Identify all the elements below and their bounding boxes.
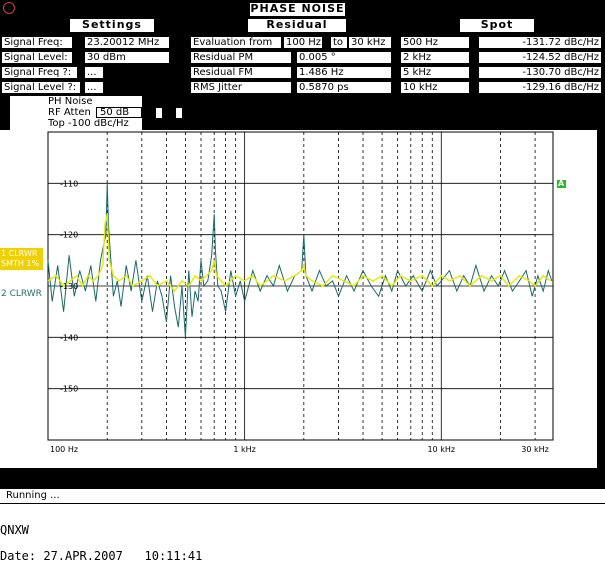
x-tick-label: 30 kHz <box>521 445 549 454</box>
settings-title: Settings <box>70 19 154 32</box>
eval-from[interactable]: 100 Hz <box>283 36 323 49</box>
x-tick-label: 100 Hz <box>50 445 78 454</box>
setting-value-signal-freq[interactable]: 23.20012 MHz <box>84 36 170 49</box>
spot-value-500hz: -131.72 dBc/Hz <box>478 36 602 49</box>
trace1-label-line2[interactable]: SMTH 1% <box>1 259 40 268</box>
spot-value-5khz: -130.70 dBc/Hz <box>478 66 602 79</box>
residual-pm-value: 0.005 ° <box>296 51 392 64</box>
spot-title: Spot Noise <box>460 19 534 43</box>
y-tick-label: -110 <box>60 179 78 188</box>
setting-label-signal-level-q: Signal Level ?: <box>1 81 81 94</box>
softkey-stub-1 <box>112 97 132 105</box>
footer-date: Date: 27.APR.2007 10:11:41 <box>0 549 203 563</box>
sub-info-rf-atten-value[interactable]: 50 dB <box>100 107 130 118</box>
phase-noise-chart: -110 -120 -130 -140 -150 100 Hz 1 kHz 10 kHz 30 … <box>47 131 554 454</box>
status-text: Running ... <box>6 490 60 501</box>
status-line-frame <box>0 488 605 504</box>
footer-code: QNXW <box>0 523 29 537</box>
sub-info-rf-atten-label: RF Atten <box>48 107 91 118</box>
y-tick-label: -120 <box>60 231 78 240</box>
softkey-stub-4 <box>136 97 142 105</box>
residual-pm-label: Residual PM <box>190 51 292 64</box>
marker-a-label: A <box>558 179 565 188</box>
x-tick-label: 1 kHz <box>233 445 255 454</box>
rms-jitter-label: RMS Jitter <box>190 81 292 94</box>
page-title: PHASE NOISE <box>250 2 345 16</box>
x-tick-label: 10 kHz <box>427 445 455 454</box>
trace1-label-line1[interactable]: 1 CLRWR <box>1 249 38 258</box>
trace1-label-bg <box>0 248 43 270</box>
spot-value-10khz: -129.16 dBc/Hz <box>478 81 602 94</box>
setting-value-signal-freq-q[interactable]: ... <box>84 66 104 79</box>
sub-info-line1: PH Noise <box>48 96 93 107</box>
y-tick-label: -130 <box>60 282 78 291</box>
eval-label: Evaluation from <box>190 36 282 49</box>
setting-value-signal-level-q[interactable]: ... <box>84 81 104 94</box>
right-strip <box>597 130 605 468</box>
trace2-line <box>47 183 553 338</box>
setting-label-signal-freq: Signal Freq: <box>1 36 73 49</box>
trace1-line <box>47 213 552 293</box>
residual-fm-value: 1.486 Hz <box>296 66 392 79</box>
residual-title: Residual Noise <box>248 19 346 43</box>
softkey-stub-2 <box>156 108 162 118</box>
spot-offset-10khz: 10 kHz <box>400 81 470 94</box>
y-tick-label: -150 <box>60 385 78 394</box>
setting-label-signal-level: Signal Level: <box>1 51 73 64</box>
eval-to-word: to <box>330 36 348 49</box>
setting-value-signal-level[interactable]: 30 dBm <box>84 51 170 64</box>
softkey-stub-3 <box>176 108 182 118</box>
setting-label-signal-freq-q: Signal Freq ?: <box>1 66 78 79</box>
marker-a-badge[interactable] <box>556 179 567 189</box>
y-tick-label: -140 <box>60 333 78 342</box>
rf-atten-value-box <box>96 107 142 118</box>
bottom-bar <box>0 468 605 488</box>
sub-info-line3: Top -100 dBc/Hz <box>48 119 129 129</box>
logo-icon <box>3 2 15 14</box>
eval-to[interactable]: 30 kHz <box>348 36 392 49</box>
spot-value-2khz: -124.52 dBc/Hz <box>478 51 602 64</box>
trace2-label[interactable]: 2 CLRWR <box>1 289 42 299</box>
spot-offset-500hz: 500 Hz <box>400 36 470 49</box>
spot-offset-2khz: 2 kHz <box>400 51 470 64</box>
rms-jitter-value: 0.5870 ps <box>296 81 392 94</box>
residual-fm-label: Residual FM <box>190 66 292 79</box>
spot-offset-5khz: 5 kHz <box>400 66 470 79</box>
